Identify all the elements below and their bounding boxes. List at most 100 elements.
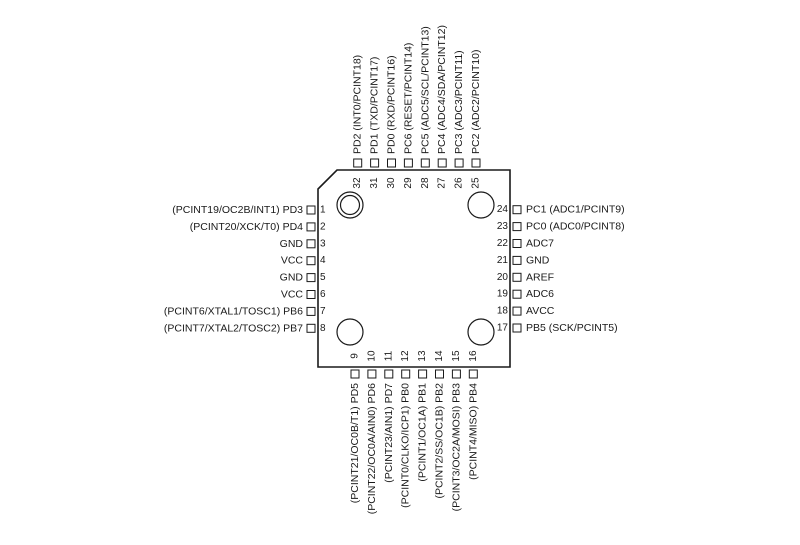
pin-number-32: 32 [352,177,363,189]
pin-pad-2 [306,222,316,232]
pin-pad-28 [420,158,430,168]
pin-number-10: 10 [366,350,377,362]
pin-label-31: PD1 (TXD/PCINT17) [369,57,381,154]
pin-number-19: 19 [497,289,509,300]
pin-number-31: 31 [369,177,380,189]
pin-label-9: (PCINT21/OC0B/T1) PD5 [349,383,361,503]
pin-number-23: 23 [497,221,509,232]
pin-number-24: 24 [497,204,509,215]
pin-label-26: PC3 (ADC3/PCINT11) [453,50,465,154]
chip-body [317,169,511,368]
pin-label-23: PC0 (ADC0/PCINT8) [526,221,625,233]
pin-pad-23 [512,222,522,232]
pin-pad-10 [367,369,377,379]
pins-layer: 1 (PCINT19/OC2B/INT1) PD3 2 (PCINT20/XCK/T0… [164,25,625,514]
pin-label-21: GND [526,254,550,266]
pin-pad-13 [418,369,428,379]
pin-pad-5 [306,273,316,283]
pin-pad-27 [437,158,447,168]
pin-label-14: (PCINT2/SS/OC1B) PB2 [434,383,446,499]
pin-number-6: 6 [320,289,326,300]
pin-label-25: PC2 (ADC2/PCINT10) [470,50,482,154]
pin-pad-16 [468,369,478,379]
pin-pad-15 [451,369,461,379]
pin-label-32: PD2 (INT0/PCINT18) [352,55,364,154]
pin-pad-9 [350,369,360,379]
pin-label-11: (PCINT23/AIN1) PD7 [383,383,395,483]
pin-pad-1 [306,205,316,215]
pin-number-21: 21 [497,255,509,266]
pin-number-14: 14 [434,350,445,362]
pin-pad-22 [512,239,522,248]
pin-pad-4 [306,256,316,266]
pin-pad-14 [435,369,444,379]
pin-pad-32 [353,158,363,168]
pin-label-20: AREF [526,271,554,283]
pin-label-18: AVCC [526,305,555,317]
pin-label-15: (PCINT3/OC2A/MOSI) PB3 [450,383,462,512]
pin-number-13: 13 [417,350,428,362]
pin-number-26: 26 [454,177,465,189]
pin-pad-19 [512,289,522,299]
pin-number-15: 15 [451,350,462,362]
pin-label-2: (PCINT20/XCK/T0) PD4 [190,221,303,233]
pin-number-4: 4 [320,255,326,266]
pin-number-25: 25 [471,177,482,189]
pin-number-30: 30 [386,177,397,189]
pin-pad-31 [370,158,380,168]
pin-pad-29 [403,158,413,168]
pin-label-19: ADC6 [526,288,554,300]
pin-pad-18 [512,306,522,316]
pin-label-22: ADC7 [526,238,554,250]
pin-pad-25 [471,158,481,168]
pin-number-7: 7 [320,306,326,317]
pin-label-29: PC6 (RESET/PCINT14) [402,43,414,154]
pin-pad-20 [512,272,522,282]
pin-label-1: (PCINT19/OC2B/INT1) PD3 [172,204,303,216]
pin-label-28: PC5 (ADC5/SCL/PCINT13) [419,26,431,154]
pin-label-8: (PCINT7/XTAL2/TOSC2) PB7 [164,322,303,334]
corner-mark-bottom-right [467,318,495,346]
pin-pad-11 [384,369,394,379]
corner-mark-bottom-left [336,318,364,346]
pin-pad-12 [401,369,411,379]
pin-pad-7 [306,306,316,316]
pin-number-9: 9 [350,353,361,359]
pin-number-28: 28 [420,177,431,189]
pin-label-7: (PCINT6/XTAL1/TOSC1) PB6 [164,305,303,317]
pin-number-2: 2 [320,221,326,232]
pin-number-20: 20 [497,272,509,283]
pin-pad-24 [512,205,522,215]
pin-label-3: GND [280,238,304,250]
pin-number-18: 18 [497,306,509,317]
pin-label-17: PB5 (SCK/PCINT5) [526,322,618,334]
pin-pad-3 [306,239,316,249]
pin-label-24: PC1 (ADC1/PCINT9) [526,204,625,216]
pin-pad-17 [512,323,522,333]
pin-label-12: (PCINT0/CLKO/ICP1) PB0 [400,383,412,508]
pin-pad-21 [512,255,522,265]
pin-number-3: 3 [320,238,326,249]
pin-number-11: 11 [383,350,394,361]
pin-number-5: 5 [320,272,326,283]
pin-number-1: 1 [320,205,326,216]
pin-number-16: 16 [468,350,479,362]
pin-label-27: PC4 (ADC4/SDA/PCINT12) [436,25,448,154]
pin-number-22: 22 [497,238,509,249]
pin-label-6: VCC [281,289,304,301]
pin-label-10: (PCINT22/OC0A/AIN0) PD6 [366,383,378,514]
pin-pad-26 [454,158,464,168]
pin-number-17: 17 [497,323,509,334]
pin-number-8: 8 [320,323,326,334]
pin-label-30: PD0 (RXD/PCINT16) [386,55,398,154]
pin-label-16: (PCINT4/MISO) PB4 [467,383,479,480]
pin-label-5: GND [280,272,304,284]
pin-pad-6 [306,290,316,299]
pin1-indicator-inner [339,194,361,216]
pin-number-12: 12 [400,350,411,362]
corner-mark-top-right [467,191,495,219]
pin-pad-30 [387,158,396,168]
pin-label-13: (PCINT1/OC1A) PB1 [417,383,429,482]
pin-number-29: 29 [403,177,414,189]
